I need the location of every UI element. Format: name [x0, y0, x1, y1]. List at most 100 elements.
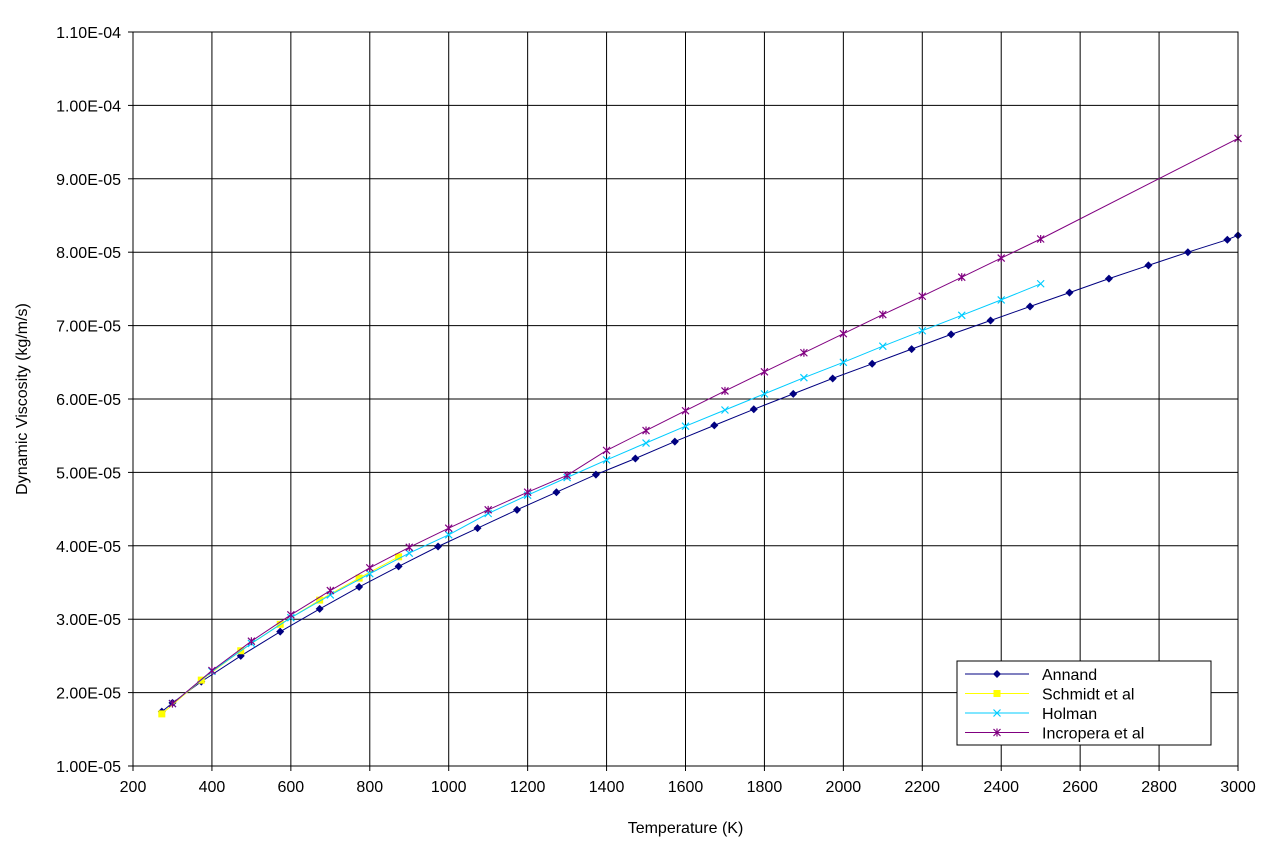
data-point-holman	[602, 455, 611, 464]
data-point-incropera-et-al	[1036, 234, 1045, 243]
data-point-holman	[997, 295, 1006, 304]
x-tick-label: 800	[356, 779, 383, 796]
data-point-incropera-et-al	[523, 488, 532, 497]
data-point-incropera-et-al	[681, 406, 690, 415]
data-point-incropera-et-al	[878, 310, 887, 319]
data-point-annand	[512, 505, 521, 514]
x-tick-label: 1600	[668, 779, 704, 796]
data-point-schmidt-et-al	[355, 574, 363, 582]
data-point-annand	[1065, 288, 1074, 297]
data-point-incropera-et-al	[168, 699, 177, 708]
x-tick-label: 1200	[510, 779, 546, 796]
data-point-annand	[907, 345, 916, 354]
x-tick-label: 2000	[826, 779, 862, 796]
data-point-incropera-et-al	[997, 254, 1006, 263]
data-point-incropera-et-al	[839, 329, 848, 338]
data-point-holman	[444, 530, 453, 539]
data-point-incropera-et-al	[918, 292, 927, 301]
x-tick-label: 1800	[747, 779, 783, 796]
data-point-annand	[947, 330, 956, 339]
data-point-holman	[405, 549, 414, 558]
data-point-holman	[642, 439, 650, 447]
data-point-holman	[365, 569, 374, 578]
data-point-holman	[1036, 279, 1045, 288]
data-point-schmidt-et-al	[158, 710, 166, 718]
y-axis-ticks: 1.00E-05 2.00E-05 3.00E-05 4.00E-05 5.00E-05…	[56, 25, 133, 776]
data-point-incropera-et-al	[326, 586, 335, 595]
legend-label: Schmidt et al	[1042, 687, 1134, 704]
y-tick-label: 1.10E-04	[56, 25, 121, 42]
data-point-incropera-et-al	[642, 426, 650, 435]
data-point-annand	[355, 582, 364, 591]
data-point-annand	[789, 389, 798, 398]
legend-label: Annand	[1042, 667, 1097, 684]
data-point-annand	[749, 405, 758, 414]
data-point-annand	[1026, 302, 1035, 311]
data-point-incropera-et-al	[286, 610, 295, 619]
series-annand	[157, 231, 1242, 716]
x-tick-label: 3000	[1220, 779, 1256, 796]
data-point-holman	[799, 373, 808, 382]
data-point-annand	[394, 562, 403, 571]
data-point-holman	[681, 422, 690, 431]
series-incropera-et-al	[168, 134, 1242, 708]
y-tick-label: 5.00E-05	[56, 465, 121, 482]
data-point-incropera-et-al	[760, 367, 769, 376]
data-point-incropera-et-al	[365, 563, 374, 572]
legend-swatch-marker	[993, 670, 1001, 678]
data-point-holman	[721, 406, 729, 414]
data-point-annand	[868, 359, 877, 368]
y-tick-label: 2.00E-05	[56, 686, 121, 703]
data-point-incropera-et-al	[444, 524, 453, 533]
data-point-annand	[591, 470, 600, 479]
data-point-annand	[473, 524, 482, 533]
data-point-holman	[760, 389, 769, 398]
data-point-annand	[276, 627, 285, 636]
data-point-holman	[839, 358, 848, 367]
x-tick-label: 400	[199, 779, 226, 796]
data-point-incropera-et-al	[721, 386, 729, 395]
y-tick-label: 6.00E-05	[56, 392, 121, 409]
x-tick-label: 2200	[904, 779, 940, 796]
legend-label: Incropera et al	[1042, 726, 1144, 743]
legend-item-holman: Holman	[965, 706, 1097, 723]
x-tick-label: 1400	[589, 779, 625, 796]
data-point-annand	[1183, 248, 1192, 257]
data-point-incropera-et-al	[405, 543, 414, 552]
data-point-annand	[434, 542, 443, 551]
legend-swatch-marker	[993, 709, 1001, 717]
data-point-incropera-et-al	[208, 666, 216, 675]
data-point-annand	[670, 437, 679, 446]
data-point-annand	[710, 421, 719, 430]
data-point-annand	[631, 454, 640, 463]
data-point-incropera-et-al	[247, 637, 256, 646]
data-point-incropera-et-al	[957, 273, 966, 282]
x-tick-label: 2400	[983, 779, 1019, 796]
series-layer	[157, 134, 1242, 718]
series-line-incropera-et-al	[172, 137, 1239, 704]
legend-item-schmidt-et-al: Schmidt et al	[965, 687, 1134, 704]
y-tick-label: 7.00E-05	[56, 319, 121, 336]
data-point-holman	[918, 326, 927, 335]
data-point-incropera-et-al	[799, 348, 808, 357]
legend-item-annand: Annand	[965, 667, 1097, 684]
y-tick-label: 9.00E-05	[56, 172, 121, 189]
legend-label: Holman	[1042, 706, 1097, 723]
data-point-incropera-et-al	[563, 471, 572, 480]
data-point-annand	[315, 604, 324, 613]
x-tick-label: 200	[120, 779, 147, 796]
data-point-annand	[986, 316, 995, 325]
legend-item-incropera-et-al: Incropera et al	[965, 726, 1144, 743]
legend-swatch-marker	[993, 728, 1001, 737]
data-point-annand	[1104, 274, 1113, 283]
y-tick-label: 4.00E-05	[56, 539, 121, 556]
y-axis-title: Dynamic Viscosity (kg/m/s)	[14, 303, 31, 495]
y-tick-label: 3.00E-05	[56, 612, 121, 629]
data-point-annand	[552, 488, 561, 497]
data-point-holman	[957, 311, 966, 320]
legend-swatch-marker	[993, 690, 1001, 697]
x-axis-ticks: 200 400 600 800 1000 1200 1400 1600 1800 2000 2200…	[120, 766, 1256, 796]
x-tick-label: 2800	[1141, 779, 1177, 796]
data-point-holman	[878, 342, 887, 351]
